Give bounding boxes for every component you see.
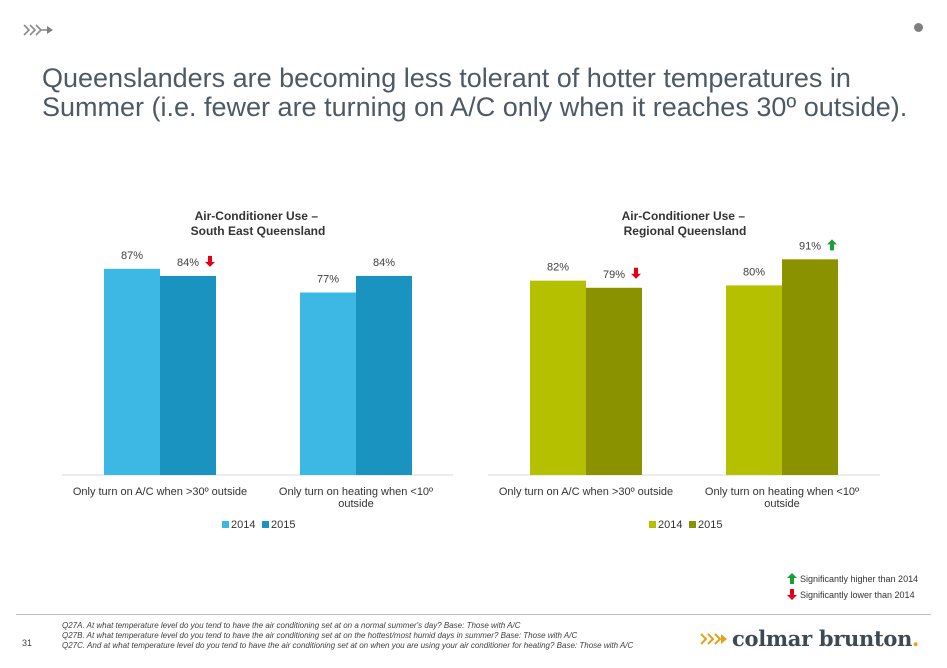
category-label: Only turn on heating when <10º [279,486,433,498]
footnote: Q27C. And at what temperature level do y… [62,641,634,650]
down-arrow-icon [631,267,641,279]
legend: 2014 2015 [649,519,722,531]
data-label: 79% [603,269,625,281]
significance-down-label: Significantly lower than 2014 [800,590,915,600]
category-label: Only turn on heating when <10º [705,486,859,498]
brand-name: colmar brunton. [732,626,919,651]
charts-canvas: Air-Conditioner Use – South East Queensl… [62,209,918,600]
bar-group: 87% 84% Only turn on A/C when >30º outside… [73,250,433,531]
chart-title-line-1: Air-Conditioner Use – [195,209,319,223]
category-label: outside [338,498,373,510]
dot-icon [914,23,923,32]
legend-label: 2014 [231,519,255,531]
page-number: 31 [22,638,33,648]
data-label: 77% [317,274,339,286]
data-label: 84% [177,257,199,269]
chart-title: Air-Conditioner Use – Regional Queenslan… [622,209,749,238]
chevrons-arrow-icon [23,24,53,36]
data-label: 91% [799,240,821,252]
bar [104,268,160,475]
bar [300,292,356,475]
category-label: outside [764,498,799,510]
down-arrow-icon [787,589,797,600]
legend-label: 2015 [271,519,295,531]
legend-swatch [689,521,696,528]
footnotes: Q27A. At what temperature level do you t… [62,621,742,651]
legend-swatch [222,521,229,528]
brand-dot: . [912,626,920,651]
legend-swatch [649,521,656,528]
legend: 2014 2015 [222,519,295,531]
data-label: 87% [121,250,143,262]
footer-divider [16,614,931,615]
footnote: Q27B. At what temperature level do you t… [62,631,578,640]
bar [160,275,216,475]
data-label: 84% [373,257,395,269]
chart-title-line-1: Air-Conditioner Use – [622,209,746,223]
brand-name-text: colmar brunton [732,626,913,651]
legend-label: 2014 [658,519,682,531]
up-arrow-icon [787,573,797,584]
category-label: Only turn on A/C when >30º outside [499,486,673,498]
bar [726,285,782,475]
chart-title: Air-Conditioner Use – South East Queensl… [191,209,326,238]
chart-title-line-2: South East Queensland [191,224,326,238]
bar [530,280,586,475]
brand-logo: colmar brunton. [700,626,919,651]
up-arrow-icon [827,239,837,251]
bar [356,275,412,475]
category-label: Only turn on A/C when >30º outside [73,486,247,498]
bar-group: 82% 79% Only turn on A/C when >30º outside… [499,239,859,531]
chart-south-east-queensland: Air-Conditioner Use – South East Queensl… [62,209,453,531]
legend-label: 2015 [698,519,722,531]
page-title: Queenslanders are becoming less tolerant… [42,63,908,122]
legend-swatch [262,521,269,528]
chart-title-line-2: Regional Queensland [624,224,747,238]
bar [782,259,838,475]
significance-key: Significantly higher than 2014 Significa… [787,573,918,600]
footnote: Q27A. At what temperature level do you t… [62,621,521,630]
brand-chevrons-icon [700,632,727,645]
down-arrow-icon [205,255,215,267]
data-label: 82% [547,262,569,274]
data-label: 80% [743,266,765,278]
chart-regional-queensland: Air-Conditioner Use – Regional Queenslan… [488,209,880,531]
significance-up-label: Significantly higher than 2014 [800,574,918,584]
bar [586,287,642,475]
